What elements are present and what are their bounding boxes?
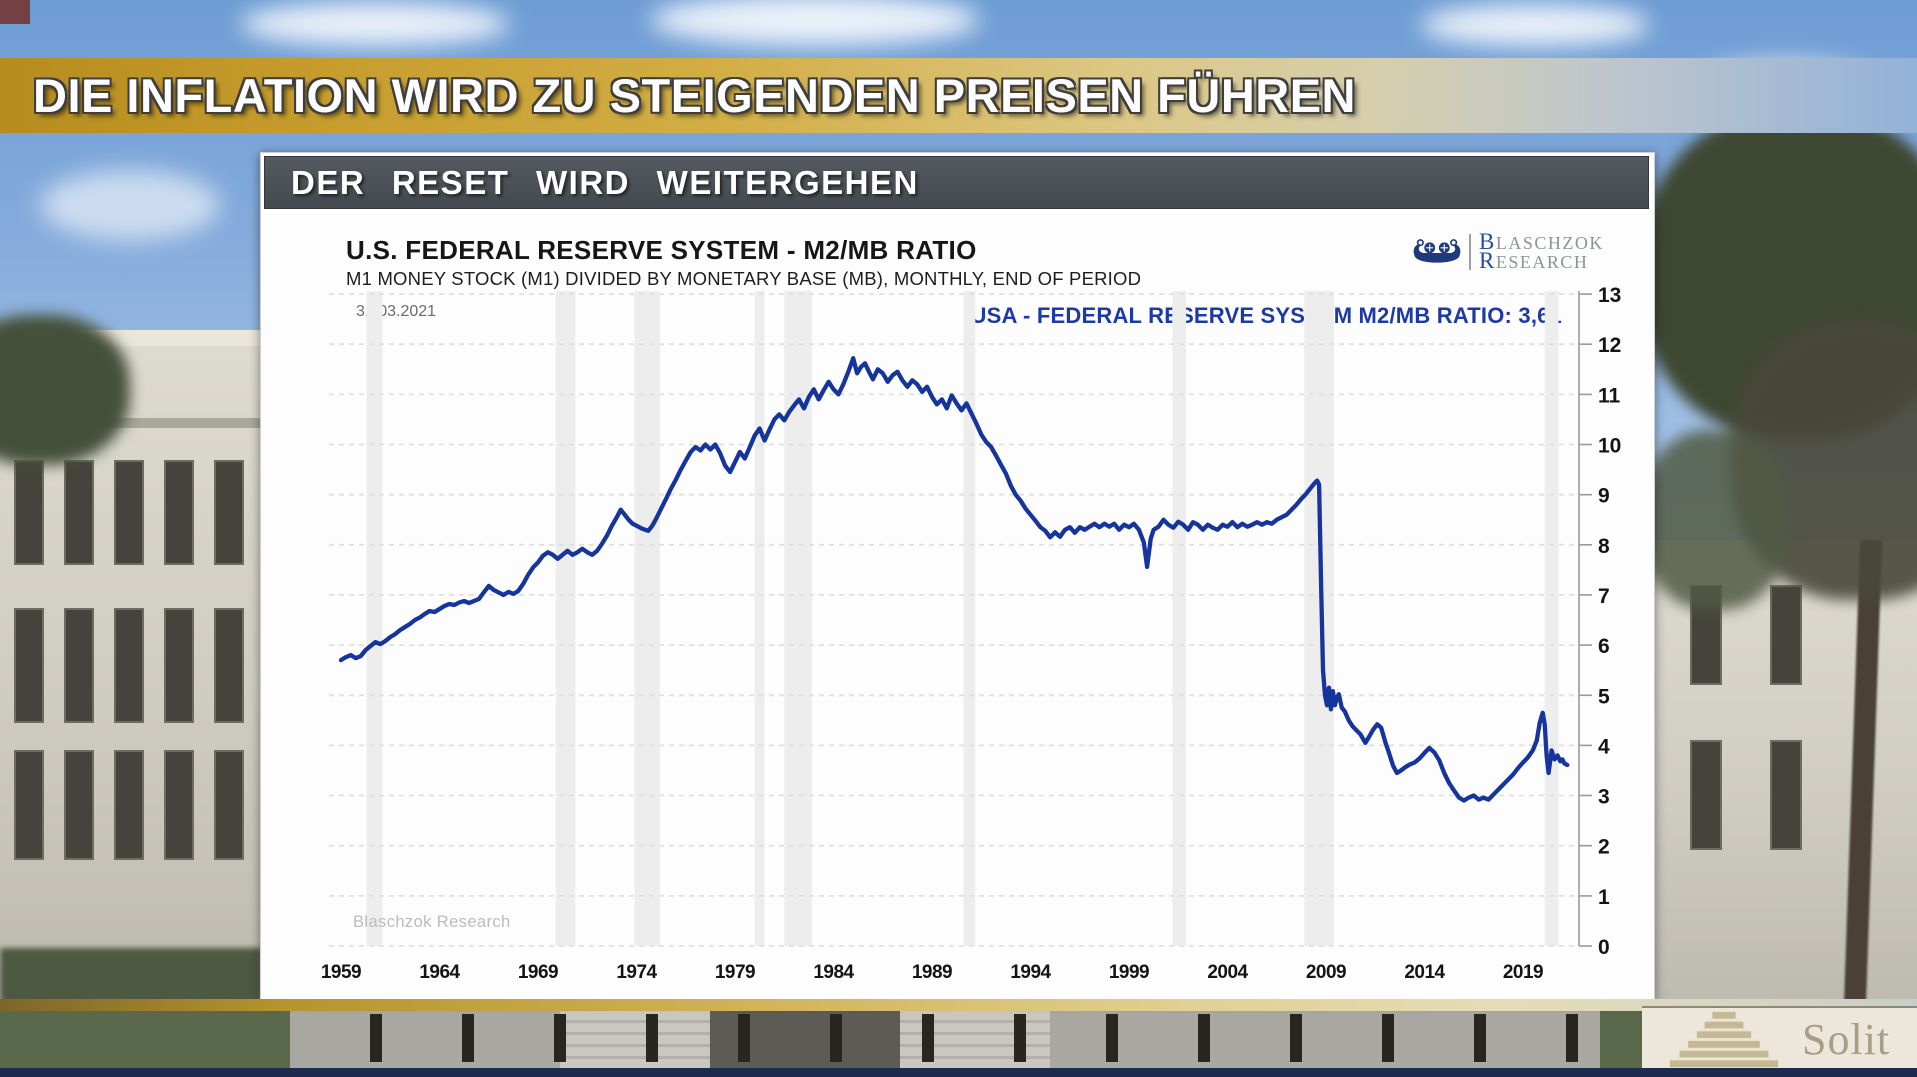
svg-text:10: 10	[1598, 435, 1621, 458]
svg-text:1999: 1999	[1109, 962, 1149, 983]
cloud	[650, 0, 980, 46]
logo-line-1: BLASCHZOK	[1479, 229, 1604, 254]
svg-text:4: 4	[1598, 735, 1610, 758]
svg-text:1984: 1984	[813, 962, 854, 983]
blaschzok-logo: BLASCHZOK RESEARCH	[1411, 229, 1604, 275]
chart-subtitle: M1 MONEY STOCK (M1) DIVIDED BY MONETARY …	[346, 268, 1142, 289]
bollard-row	[290, 1014, 1600, 1062]
svg-text:1974: 1974	[616, 962, 657, 983]
svg-text:1: 1	[1598, 886, 1610, 909]
svg-text:7: 7	[1598, 585, 1610, 608]
recession-bands	[366, 291, 1559, 946]
series-legend-label: USA - FEDERAL RESERVE SYSTEM M2/MB RATIO…	[970, 303, 1562, 328]
svg-text:1959: 1959	[321, 962, 361, 983]
logo-line-2: RESEARCH	[1479, 248, 1589, 273]
viking-ship-icon	[1413, 239, 1461, 263]
svg-text:1964: 1964	[419, 962, 460, 983]
gridlines	[329, 293, 1579, 947]
svg-text:5: 5	[1598, 685, 1610, 708]
svg-text:2004: 2004	[1207, 962, 1248, 983]
svg-text:8: 8	[1598, 535, 1610, 558]
tree	[1640, 430, 1790, 610]
chart-card: DER RESET WIRD WEITERGEHEN U.S. FEDERAL …	[260, 152, 1655, 1000]
svg-text:9: 9	[1598, 485, 1610, 508]
svg-text:2014: 2014	[1404, 962, 1445, 983]
svg-text:13: 13	[1598, 284, 1621, 307]
svg-text:2: 2	[1598, 836, 1610, 859]
cloud	[40, 170, 220, 240]
title-banner: DIE INFLATION WIRD ZU STEIGENDEN PREISEN…	[0, 58, 1917, 133]
tree	[0, 315, 130, 465]
svg-text:1994: 1994	[1010, 962, 1051, 983]
slide-title: DIE INFLATION WIRD ZU STEIGENDEN PREISEN…	[33, 69, 1356, 122]
solit-logo-panel: Solit	[1642, 1006, 1917, 1070]
svg-text:2019: 2019	[1503, 962, 1543, 983]
cloud	[1420, 4, 1650, 46]
chart-title: U.S. FEDERAL RESERVE SYSTEM - M2/MB RATI…	[346, 235, 977, 265]
data-line	[338, 356, 1570, 803]
svg-text:1989: 1989	[912, 962, 952, 983]
x-axis-labels: 1959 1964 1969 1974 1979 1984 1989 1994 1999 2004…	[321, 962, 1544, 983]
solit-brand-text: Solit	[1802, 1014, 1891, 1064]
photo-corner-artifact	[0, 0, 30, 24]
svg-text:0: 0	[1598, 936, 1610, 959]
hedge	[0, 948, 262, 1008]
svg-text:1979: 1979	[715, 962, 755, 983]
card-header-bar: DER RESET WIRD WEITERGEHEN	[264, 156, 1649, 209]
svg-text:6: 6	[1598, 635, 1610, 658]
chart-watermark: Blaschzok Research	[353, 913, 511, 931]
svg-text:3: 3	[1598, 786, 1610, 809]
logo-wordmark: BLASCHZOK RESEARCH	[1479, 229, 1604, 273]
svg-text:2009: 2009	[1306, 962, 1346, 983]
logo-divider	[1469, 234, 1471, 270]
step-pyramid-icon	[1669, 1009, 1779, 1068]
footer-gold-bar	[0, 999, 1917, 1011]
cloud	[240, 2, 510, 46]
svg-text:12: 12	[1598, 334, 1621, 357]
card-header-title: DER RESET WIRD WEITERGEHEN	[291, 164, 919, 201]
svg-text:11: 11	[1598, 384, 1621, 407]
svg-text:1969: 1969	[518, 962, 558, 983]
lawn	[0, 1011, 290, 1068]
footer-navy-strip	[0, 1068, 1917, 1077]
